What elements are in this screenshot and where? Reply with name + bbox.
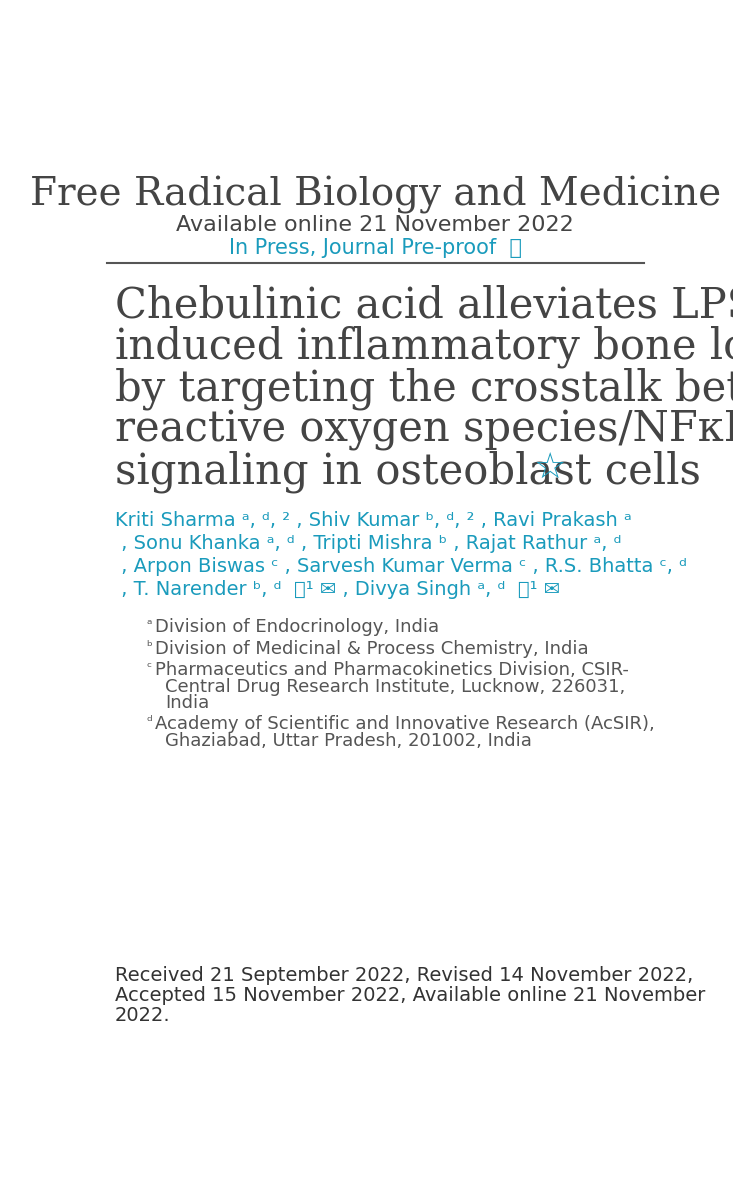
- Text: ☆: ☆: [534, 450, 566, 485]
- Text: reactive oxygen species/NFκB: reactive oxygen species/NFκB: [115, 409, 733, 451]
- Text: India: India: [165, 694, 210, 712]
- Text: Chebulinic acid alleviates LPS-: Chebulinic acid alleviates LPS-: [115, 284, 733, 326]
- Text: , T. Narender ᵇ, ᵈ  👤¹ ✉ , Divya Singh ᵃ, ᵈ  👤¹ ✉: , T. Narender ᵇ, ᵈ 👤¹ ✉ , Divya Singh ᵃ,…: [115, 580, 560, 599]
- Text: Ghaziabad, Uttar Pradesh, 201002, India: Ghaziabad, Uttar Pradesh, 201002, India: [165, 732, 532, 750]
- Text: Division of Medicinal & Process Chemistry, India: Division of Medicinal & Process Chemistr…: [155, 640, 589, 658]
- Text: , Sonu Khanka ᵃ, ᵈ , Tripti Mishra ᵇ , Rajat Rathur ᵃ, ᵈ: , Sonu Khanka ᵃ, ᵈ , Tripti Mishra ᵇ , R…: [115, 534, 622, 553]
- Text: Accepted 15 November 2022, Available online 21 November: Accepted 15 November 2022, Available onl…: [115, 986, 705, 1006]
- Text: ᶜ: ᶜ: [147, 661, 152, 676]
- Text: ᵇ: ᵇ: [146, 640, 152, 654]
- Text: induced inflammatory bone loss: induced inflammatory bone loss: [115, 325, 733, 368]
- Text: Pharmaceutics and Pharmacokinetics Division, CSIR-: Pharmaceutics and Pharmacokinetics Divis…: [155, 661, 629, 679]
- Text: , Arpon Biswas ᶜ , Sarvesh Kumar Verma ᶜ , R.S. Bhatta ᶜ, ᵈ: , Arpon Biswas ᶜ , Sarvesh Kumar Verma ᶜ…: [115, 557, 687, 576]
- Text: Division of Endocrinology, India: Division of Endocrinology, India: [155, 618, 439, 636]
- Text: In Press, Journal Pre-proof  ⓘ: In Press, Journal Pre-proof ⓘ: [229, 238, 522, 258]
- Text: Academy of Scientific and Innovative Research (AcSIR),: Academy of Scientific and Innovative Res…: [155, 715, 655, 733]
- Text: ᵃ: ᵃ: [147, 618, 152, 632]
- Text: ᵈ: ᵈ: [147, 715, 152, 730]
- Text: signaling in osteoblast cells: signaling in osteoblast cells: [115, 450, 714, 493]
- Text: Central Drug Research Institute, Lucknow, 226031,: Central Drug Research Institute, Lucknow…: [165, 678, 625, 696]
- Text: Received 21 September 2022, Revised 14 November 2022,: Received 21 September 2022, Revised 14 N…: [115, 966, 693, 985]
- Text: Free Radical Biology and Medicine: Free Radical Biology and Medicine: [29, 176, 721, 215]
- Text: Kriti Sharma ᵃ, ᵈ, ² , Shiv Kumar ᵇ, ᵈ, ² , Ravi Prakash ᵃ: Kriti Sharma ᵃ, ᵈ, ² , Shiv Kumar ᵇ, ᵈ, …: [115, 510, 632, 529]
- Text: by targeting the crosstalk between: by targeting the crosstalk between: [115, 367, 733, 409]
- Text: 2022.: 2022.: [115, 1007, 171, 1025]
- Text: Available online 21 November 2022: Available online 21 November 2022: [177, 215, 574, 235]
